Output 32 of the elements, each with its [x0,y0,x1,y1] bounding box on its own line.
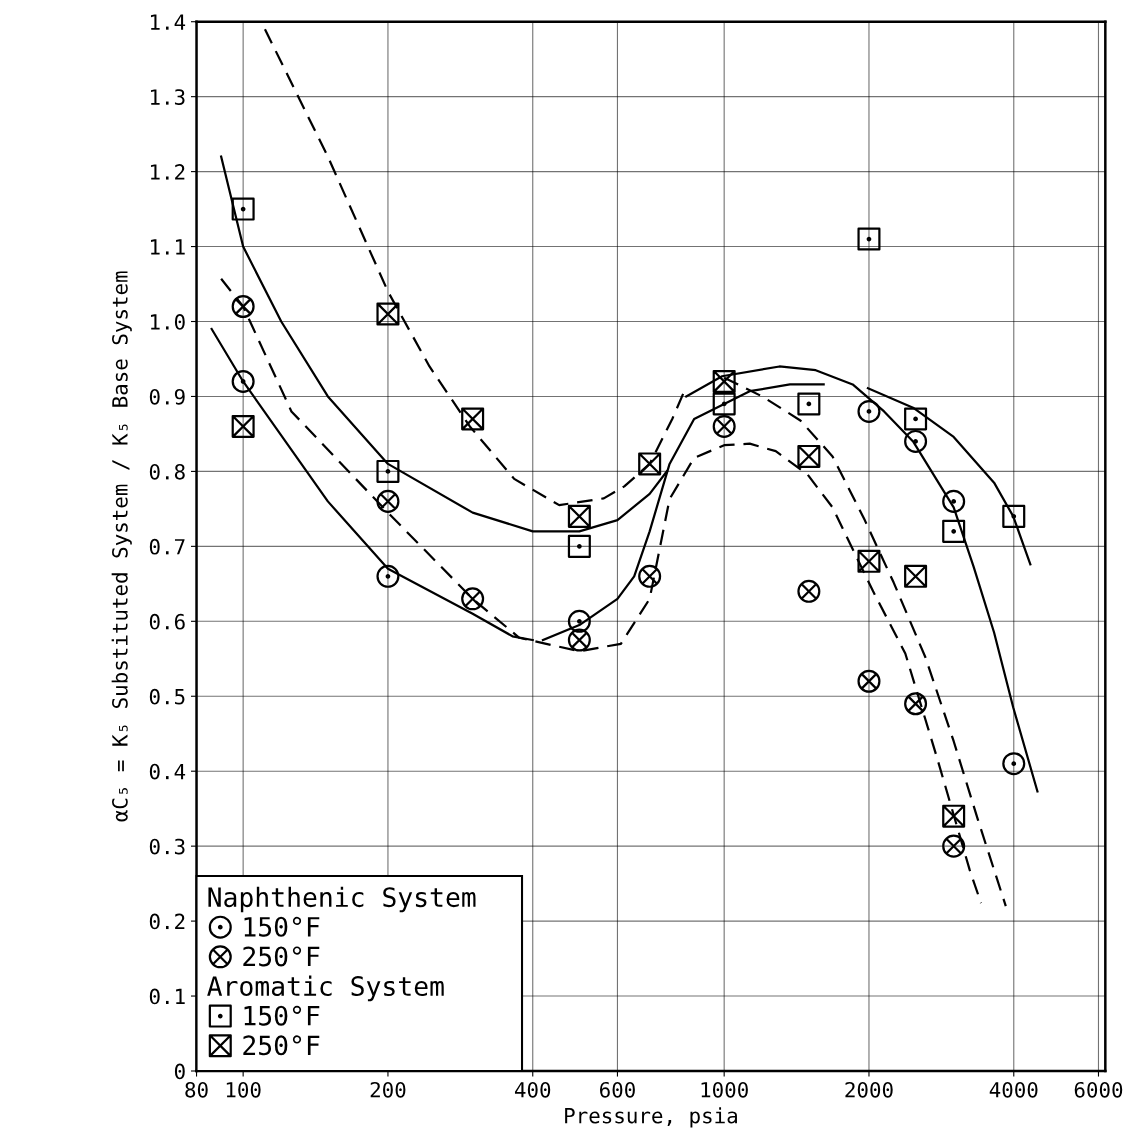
legend-label: 250°F [243,1035,320,1056]
y-tick-label: 1.2 [150,164,185,180]
y-tick-label: 0 [174,1063,185,1080]
y-tick-label: 1.1 [150,239,185,255]
y-tick-label: 1.4 [150,14,186,30]
x-tick-label: 6000 [1074,1081,1123,1098]
x-tick-label: 100 [226,1081,261,1098]
annotation: Aromatic System [207,975,444,1002]
y-axis-title: αC₅ = K₅ Substituted System / K₅ Base System [111,271,132,822]
legend-label: 150°F [244,1005,320,1026]
y-tick-label: 0.6 [149,613,185,630]
legend-label: 150°F [244,916,320,937]
x-tick-label: 1000 [701,1081,748,1098]
y-tick-label: 0.7 [149,538,185,555]
x-tick-label: 600 [599,1081,635,1098]
x-tick-label: 4000 [989,1081,1038,1098]
y-tick-label: 0.4 [149,763,186,780]
y-tick-label: 0.8 [149,463,185,480]
y-tick-label: 0.3 [149,838,185,855]
y-tick-label: 0.5 [149,688,185,705]
x-tick-label: 400 [514,1081,551,1098]
y-tick-label: 0.2 [149,913,185,930]
legend-label: 250°F [243,946,320,967]
x-tick-label: 80 [185,1081,208,1098]
y-tick-label: 1.0 [150,314,185,330]
x-tick-label: 2000 [845,1081,893,1098]
x-axis-title: Pressure, psia [565,1107,737,1128]
y-tick-label: 1.3 [150,89,185,105]
annotation: Naphthenic System [208,886,476,913]
y-tick-label: 0.9 [149,388,185,405]
y-tick-label: 0.1 [149,988,185,1005]
x-tick-label: 200 [370,1081,406,1098]
